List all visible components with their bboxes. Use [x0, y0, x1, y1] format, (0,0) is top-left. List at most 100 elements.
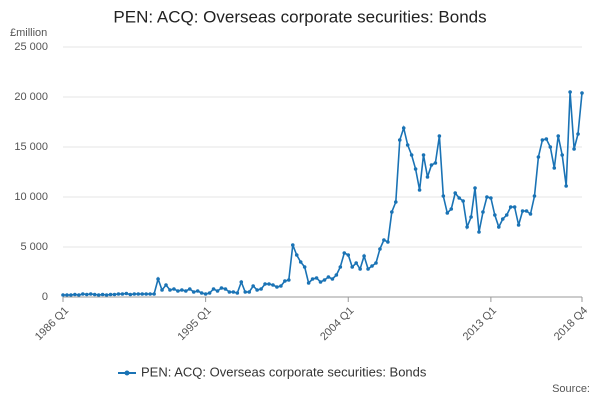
x-tick-label: 1986 Q1	[33, 305, 71, 343]
point	[302, 265, 307, 269]
legend-label: PEN: ACQ: Overseas corporate securities:…	[141, 364, 427, 379]
point	[132, 292, 137, 296]
point	[493, 213, 497, 217]
y-tick-label: 25 000	[14, 41, 48, 53]
point	[73, 292, 77, 297]
point	[564, 184, 568, 188]
point	[140, 292, 145, 296]
point	[409, 153, 414, 157]
point	[393, 200, 398, 204]
point	[358, 267, 362, 271]
point	[421, 153, 426, 157]
point	[187, 287, 192, 291]
point	[568, 90, 572, 94]
point	[306, 281, 311, 285]
point	[338, 265, 343, 269]
point	[370, 264, 374, 268]
point	[425, 175, 430, 179]
point	[397, 138, 402, 142]
point	[104, 293, 109, 297]
point	[508, 205, 513, 209]
point	[243, 290, 248, 294]
point	[283, 279, 287, 283]
point	[92, 292, 97, 297]
point	[378, 247, 382, 251]
point	[100, 292, 105, 297]
point	[500, 217, 505, 221]
point	[528, 212, 533, 216]
point	[489, 196, 493, 200]
point	[552, 166, 557, 170]
point	[401, 126, 406, 130]
y-tick-label: 10 000	[14, 191, 48, 203]
point	[532, 194, 537, 198]
y-tick-label: 0	[42, 291, 48, 303]
point	[148, 292, 152, 296]
chart-title: PEN: ACQ: Overseas corporate securities:…	[113, 7, 486, 26]
point	[128, 292, 133, 297]
point	[227, 290, 232, 294]
series-line	[63, 91, 583, 296]
point	[271, 283, 275, 287]
x-tick-label: 2004 Q1	[318, 305, 356, 343]
point	[524, 209, 529, 213]
point	[548, 145, 553, 149]
point	[61, 293, 65, 297]
point	[477, 230, 481, 234]
point	[207, 291, 212, 295]
point	[263, 282, 267, 286]
point	[405, 143, 410, 147]
point	[465, 225, 469, 229]
point	[481, 210, 485, 214]
point	[469, 215, 473, 219]
point	[112, 292, 117, 297]
point	[374, 261, 378, 265]
point	[172, 287, 176, 291]
point	[69, 293, 73, 297]
point	[417, 188, 422, 192]
point	[326, 275, 331, 279]
point	[504, 213, 509, 217]
point	[386, 240, 390, 244]
point	[215, 289, 220, 293]
point	[239, 280, 244, 284]
point	[247, 290, 252, 294]
point	[314, 276, 319, 280]
point	[461, 199, 465, 203]
point	[199, 291, 204, 295]
point	[108, 292, 113, 297]
legend-marker	[124, 370, 130, 376]
point	[184, 289, 188, 293]
point	[84, 292, 89, 297]
point	[65, 293, 69, 297]
point	[485, 195, 489, 199]
point	[560, 153, 564, 157]
point	[540, 138, 545, 142]
point	[580, 91, 584, 95]
point	[520, 209, 525, 213]
point	[441, 194, 446, 198]
point	[223, 287, 228, 291]
point	[275, 285, 279, 289]
point	[168, 288, 172, 292]
point	[346, 253, 351, 257]
point	[310, 277, 315, 281]
point	[382, 238, 386, 242]
y-tick-label: 20 000	[14, 91, 48, 103]
point	[544, 137, 549, 141]
point	[413, 167, 418, 171]
point	[429, 163, 434, 167]
y-tick-label: 5 000	[20, 241, 48, 253]
point	[152, 292, 156, 296]
point	[516, 223, 521, 227]
point	[512, 205, 517, 209]
source: Source:	[552, 383, 590, 395]
point	[334, 273, 339, 277]
point	[120, 292, 125, 296]
point	[318, 280, 323, 284]
point	[556, 134, 561, 138]
point	[445, 211, 450, 215]
point	[449, 207, 454, 211]
point	[279, 284, 283, 288]
point	[160, 288, 164, 292]
